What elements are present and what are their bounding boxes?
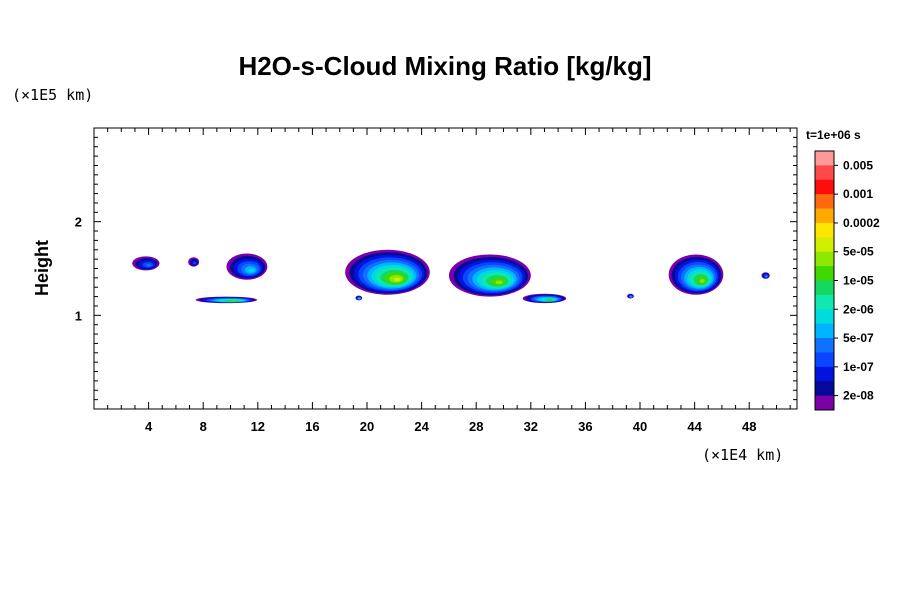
- colorbar-swatch: [815, 208, 834, 224]
- cloud-10: [761, 272, 770, 279]
- y-tick-label: 1: [75, 308, 82, 323]
- cloud-0: [132, 256, 160, 271]
- colorbar-swatch: [815, 323, 834, 339]
- x-unit-label: (×1E4 km): [702, 446, 783, 464]
- x-tick-label: 32: [524, 419, 538, 434]
- cloud-contour: [495, 280, 503, 285]
- colorbar-swatch: [815, 366, 834, 382]
- colorbar-swatch: [815, 338, 834, 353]
- colorbar-label: 1e-05: [843, 274, 874, 288]
- cloud-contour: [547, 299, 552, 301]
- cloud-contour: [630, 296, 632, 298]
- x-tick-label: 24: [414, 419, 429, 434]
- colorbar-swatch: [815, 294, 834, 310]
- x-tick-label: 8: [200, 419, 207, 434]
- cloud-contour: [359, 298, 360, 300]
- colorbar-label: 2e-06: [843, 302, 874, 316]
- colorbar-label: 5e-05: [843, 245, 874, 259]
- cloud-field: [132, 249, 770, 304]
- colorbar-swatch: [815, 266, 834, 281]
- colorbar-swatch: [815, 309, 834, 325]
- x-tick-label: 16: [305, 419, 319, 434]
- cloud-contour: [248, 268, 255, 273]
- colorbar: 0.005 0.001 0.0002 5e-05 1e-05 2e-06 5e-07 1e-0…: [814, 150, 880, 411]
- x-tick-label: 48: [742, 419, 756, 434]
- colorbar-swatch: [815, 179, 834, 195]
- x-tick-label: 40: [633, 419, 647, 434]
- colorbar-swatch: [815, 151, 834, 166]
- colorbar-label: 0.001: [843, 187, 873, 201]
- colorbar-swatch: [815, 194, 834, 210]
- colorbar-swatch: [815, 381, 834, 397]
- cloud-5: [668, 254, 724, 295]
- x-tick-label: 28: [469, 419, 483, 434]
- chart-title: H2O-s-Cloud Mixing Ratio [kg/kg]: [238, 51, 651, 81]
- y-unit-label: (×1E5 km): [12, 86, 93, 104]
- colorbar-swatch: [815, 251, 834, 267]
- cloud-contour: [193, 262, 197, 265]
- colorbar-swatch: [815, 165, 834, 181]
- x-tick-label: 4: [145, 419, 153, 434]
- cloud-9: [627, 293, 634, 299]
- cloud-contour: [145, 263, 152, 267]
- y-tick-label: 2: [75, 215, 82, 230]
- colorbar-swatch: [815, 352, 834, 368]
- colorbar-swatch: [815, 237, 834, 253]
- colorbar-label: 2e-08: [843, 389, 874, 403]
- cloud-contour: [765, 275, 768, 278]
- colorbar-label: 1e-07: [843, 360, 874, 374]
- cloud-contour: [699, 279, 705, 283]
- time-label: t=1e+06 s: [806, 128, 861, 142]
- cloud-4: [448, 254, 531, 297]
- colorbar-swatch: [815, 222, 834, 238]
- x-tick-label: 36: [578, 419, 592, 434]
- x-tick-label: 20: [360, 419, 374, 434]
- cloud-6: [195, 296, 258, 304]
- cloud-contour: [393, 277, 401, 282]
- cloud-1: [188, 257, 200, 267]
- y-axis-title: Height: [32, 240, 52, 296]
- colorbar-label: 0.0002: [843, 216, 880, 230]
- cloud-7: [522, 293, 567, 304]
- cloud-8: [355, 295, 363, 301]
- colorbar-label: 5e-07: [843, 331, 874, 345]
- x-tick-label: 44: [687, 419, 702, 434]
- colorbar-swatch: [815, 395, 834, 411]
- x-tick-label: 12: [251, 419, 265, 434]
- colorbar-label: 0.005: [843, 158, 873, 172]
- cloud-2: [226, 253, 268, 280]
- cloud-3: [345, 249, 430, 295]
- cloud-contour: [230, 300, 237, 302]
- colorbar-swatch: [815, 280, 834, 296]
